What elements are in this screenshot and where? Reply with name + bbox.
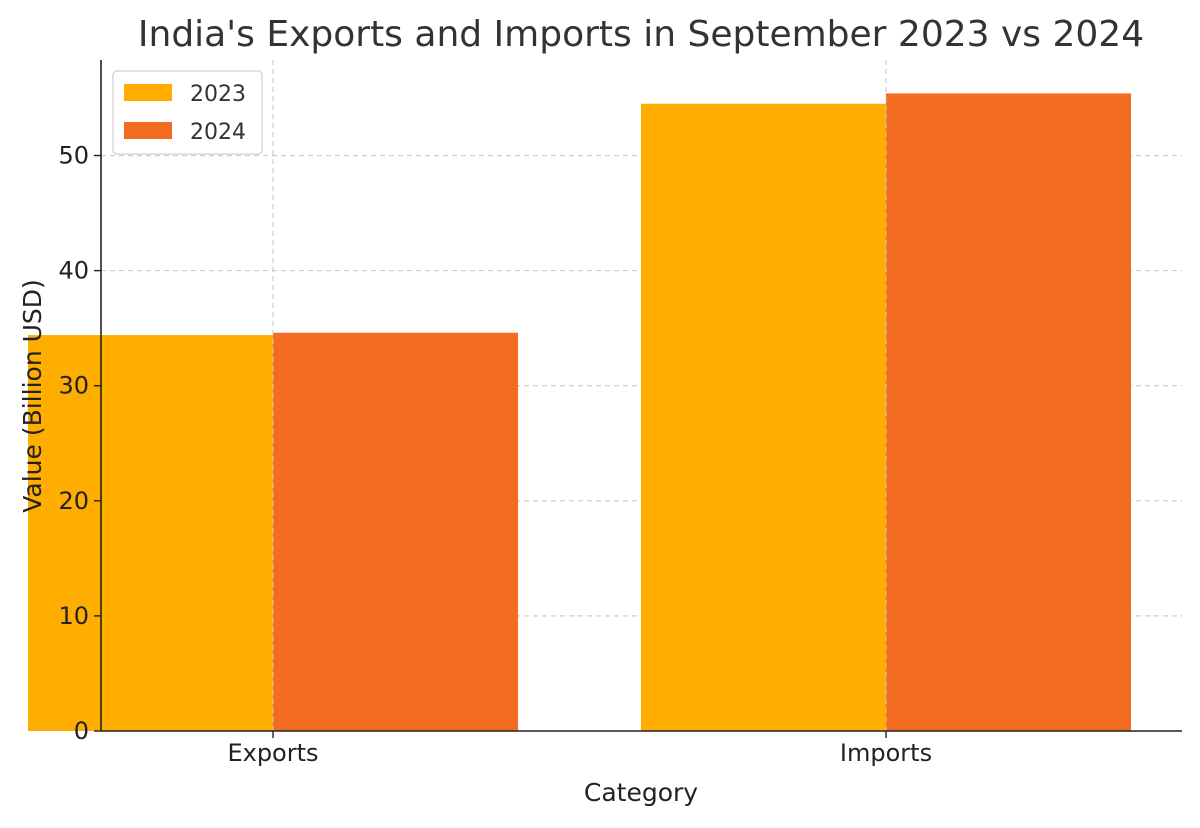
y-tick-label: 40	[58, 257, 89, 285]
y-tick-label: 10	[58, 602, 89, 630]
bar-imports-2023	[641, 103, 886, 732]
y-tick-label: 20	[58, 487, 89, 515]
x-tick-label-exports: Exports	[227, 739, 318, 767]
bar-exports-2023	[28, 335, 273, 731]
legend-label-2023: 2023	[190, 82, 246, 107]
bars	[28, 60, 1131, 732]
bar-exports-2024	[273, 332, 518, 731]
y-tick-label: 0	[74, 717, 89, 745]
ticks: 0 10 20 30 40 50 Exports Imports	[58, 142, 932, 767]
bar-imports-2024	[886, 93, 1131, 731]
chart-title: India's Exports and Imports in September…	[138, 14, 1144, 55]
legend: 2023 2024	[112, 70, 263, 155]
x-tick-label-imports: Imports	[840, 739, 932, 767]
legend-swatch-2024	[124, 122, 172, 139]
legend-label-2024: 2024	[190, 120, 246, 145]
y-axis-label: Value (Billion USD)	[18, 279, 47, 513]
y-tick-label: 50	[58, 142, 89, 170]
axes	[100, 60, 1182, 732]
x-axis-label: Category	[584, 778, 698, 807]
y-tick-label: 30	[58, 372, 89, 400]
legend-swatch-2023	[124, 84, 172, 101]
